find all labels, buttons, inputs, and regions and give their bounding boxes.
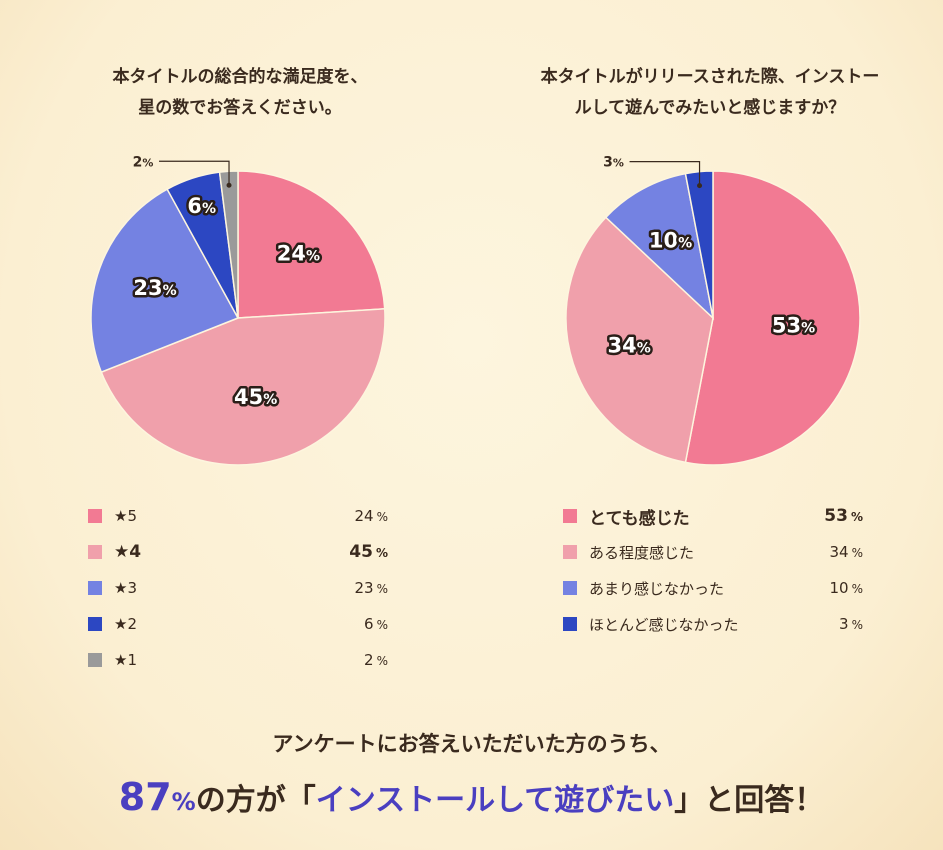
headline-text: の方が「	[195, 783, 316, 818]
satisfaction-pie: 24%45%23%6%2%	[90, 154, 386, 466]
legend-swatch	[88, 545, 102, 559]
pie-slice	[100, 307, 386, 466]
chart1-title: 本タイトルの総合的な満足度を、 星の数でお答えください。	[60, 62, 420, 124]
legend-swatch	[563, 617, 577, 631]
legend-value: 34%	[829, 543, 864, 561]
legend-swatch	[88, 653, 102, 667]
legend-swatch	[563, 545, 577, 559]
legend-value: 24%	[354, 507, 389, 525]
pie-slice	[90, 188, 240, 374]
legend-item: ★1 2%	[88, 642, 388, 678]
pie-slice	[237, 170, 386, 319]
slice-label: 34%	[607, 333, 650, 357]
legend-item: とても感じた 53%	[563, 498, 863, 534]
satisfaction-legend: ★5 24% ★4 45% ★3 23% ★2 6% ★1 2%	[88, 498, 388, 678]
legend-item: ★5 24%	[88, 498, 388, 534]
footer-intro: アンケートにお答えいただいた方のうち、	[272, 732, 671, 756]
headline-percent: 87	[118, 775, 172, 819]
leader-dot	[226, 182, 232, 188]
legend-swatch	[88, 617, 102, 631]
slice-label: 6%	[187, 194, 216, 218]
install-intent-pie: 53%34%10%3%	[565, 155, 861, 466]
legend-label: とても感じた	[589, 508, 690, 529]
legend-label: ★3	[114, 579, 137, 597]
legend-item: ★4 45%	[88, 534, 388, 570]
legend-label: ★2	[114, 615, 137, 633]
slice-label: 53%	[772, 314, 815, 338]
legend-label: ★4	[114, 542, 142, 562]
install-intent-legend: とても感じた 53% ある程度感じた 34% あまり感じなかった 10% ほとんど感じなかっ…	[563, 498, 863, 642]
legend-value: 3%	[839, 615, 863, 633]
chart2-title: 本タイトルがリリースされた際、インストー ルして遊んでみたいと感じますか？	[490, 62, 930, 124]
title-line: ルして遊んでみたいと感じますか？	[574, 98, 846, 118]
legend-swatch	[88, 509, 102, 523]
legend-swatch	[563, 509, 577, 523]
legend-swatch	[88, 581, 102, 595]
footer-headline: 87%の方が「インストールして遊びたい」と回答！	[0, 775, 943, 819]
legend-label: ★5	[114, 507, 137, 525]
legend-value: 53%	[824, 506, 863, 526]
pie-slice	[604, 172, 715, 321]
leader-line	[159, 160, 230, 186]
legend-swatch	[563, 581, 577, 595]
legend-value: 45%	[349, 542, 388, 562]
legend-item: あまり感じなかった 10%	[563, 570, 863, 606]
slice-label: 2%	[133, 154, 154, 170]
title-line: 星の数でお答えください。	[138, 98, 342, 118]
legend-value: 6%	[364, 615, 388, 633]
pie-slice	[684, 170, 861, 466]
legend-value: 23%	[354, 579, 389, 597]
legend-label: ある程度感じた	[589, 543, 695, 562]
legend-item: ほとんど感じなかった 3%	[563, 606, 863, 642]
legend-value: 2%	[364, 651, 388, 669]
legend-label: あまり感じなかった	[589, 579, 725, 598]
slice-label: 3%	[603, 155, 624, 171]
pie-slice	[565, 216, 714, 464]
title-line: 本タイトルがリリースされた際、インストー	[540, 67, 880, 87]
legend-label: ★1	[114, 651, 137, 669]
title-line: 本タイトルの総合的な満足度を、	[112, 67, 368, 87]
leader-line	[629, 161, 701, 186]
leader-dot	[697, 183, 703, 189]
legend-value: 10%	[829, 579, 864, 597]
headline-text-end: 」と回答！	[674, 783, 825, 818]
legend-item: ★2 6%	[88, 606, 388, 642]
legend-item: ★3 23%	[88, 570, 388, 606]
legend-item: ある程度感じた 34%	[563, 534, 863, 570]
legend-label: ほとんど感じなかった	[589, 615, 739, 634]
headline-percent-unit: %	[171, 788, 196, 816]
headline-quote: インストールして遊びたい	[315, 783, 675, 818]
